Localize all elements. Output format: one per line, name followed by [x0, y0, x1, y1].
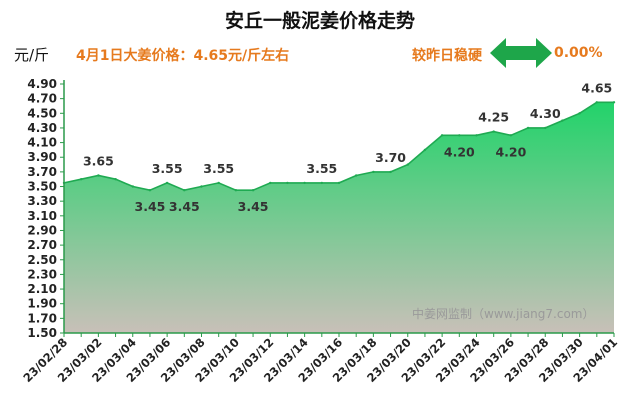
y-tick-label: 3.90: [27, 150, 57, 164]
data-label: 3.65: [83, 154, 114, 169]
data-point: [544, 126, 547, 130]
data-point: [423, 148, 427, 152]
double-arrow-icon: [490, 38, 552, 68]
y-tick-label: 4.50: [27, 106, 57, 120]
data-point: [337, 181, 341, 185]
y-tick-label: 4.70: [27, 92, 57, 106]
data-point: [389, 170, 392, 174]
data-label: 4.30: [530, 106, 561, 121]
data-point: [440, 134, 444, 137]
data-label: 3.55: [306, 161, 337, 176]
data-label: 4.65: [581, 80, 612, 95]
data-point: [492, 130, 495, 133]
data-point: [200, 185, 203, 188]
data-label: 3.70: [375, 150, 406, 165]
data-point: [612, 101, 616, 104]
data-label: 3.55: [203, 161, 234, 176]
y-tick-label: 3.30: [27, 194, 57, 208]
data-point: [114, 178, 117, 181]
y-tick-label: 4.30: [27, 121, 57, 135]
data-point: [165, 181, 169, 185]
price-area: [64, 102, 614, 333]
data-point: [217, 181, 220, 185]
y-tick-label: 4.90: [27, 77, 57, 91]
data-point: [234, 189, 238, 192]
compare-label: 较昨日稳硬: [412, 48, 482, 64]
data-point: [148, 189, 152, 192]
data-label: 4.20: [444, 144, 475, 159]
data-point: [561, 119, 564, 122]
y-tick-label: 2.30: [27, 267, 57, 281]
data-label: 4.20: [495, 144, 526, 159]
data-label: 3.45: [169, 199, 200, 214]
y-tick-label: 1.70: [27, 311, 57, 325]
data-point: [269, 181, 272, 185]
y-tick-label: 2.50: [27, 253, 57, 267]
y-tick-label: 3.10: [27, 209, 57, 223]
chart-title: 安丘一般泥姜价格走势: [224, 10, 415, 32]
data-point: [458, 134, 461, 137]
data-point: [372, 170, 375, 174]
y-tick-label: 3.50: [27, 180, 57, 194]
data-point: [286, 181, 289, 185]
data-point: [183, 189, 186, 192]
data-point: [595, 101, 598, 104]
y-tick-label: 4.10: [27, 136, 57, 150]
y-tick-label: 1.90: [27, 297, 57, 311]
data-point: [320, 181, 323, 185]
data-point: [355, 174, 358, 177]
data-point: [526, 126, 530, 130]
data-point: [509, 134, 513, 137]
data-label: 3.45: [238, 199, 269, 214]
y-tick-label: 2.70: [27, 238, 57, 252]
data-point: [303, 181, 306, 185]
data-point: [475, 134, 478, 137]
unit-label: 元/斤: [14, 46, 50, 64]
data-point: [97, 174, 100, 177]
y-tick-label: 1.50: [27, 326, 57, 340]
data-label: 4.25: [478, 110, 509, 125]
change-value: 0.00%: [554, 45, 603, 61]
y-tick-label: 2.90: [27, 223, 57, 237]
data-point: [251, 189, 255, 192]
y-tick-label: 3.70: [27, 165, 57, 179]
data-label: 3.45: [135, 199, 166, 214]
data-point: [578, 112, 581, 115]
data-point: [131, 185, 134, 188]
y-tick-label: 2.10: [27, 282, 57, 296]
data-label: 3.55: [152, 161, 183, 176]
price-note: 4月1日大姜价格：4.65元/斤左右: [76, 48, 290, 64]
data-point: [80, 178, 83, 181]
watermark: 中姜网监制（www.jiang7.com）: [412, 306, 594, 321]
data-point: [406, 163, 409, 166]
